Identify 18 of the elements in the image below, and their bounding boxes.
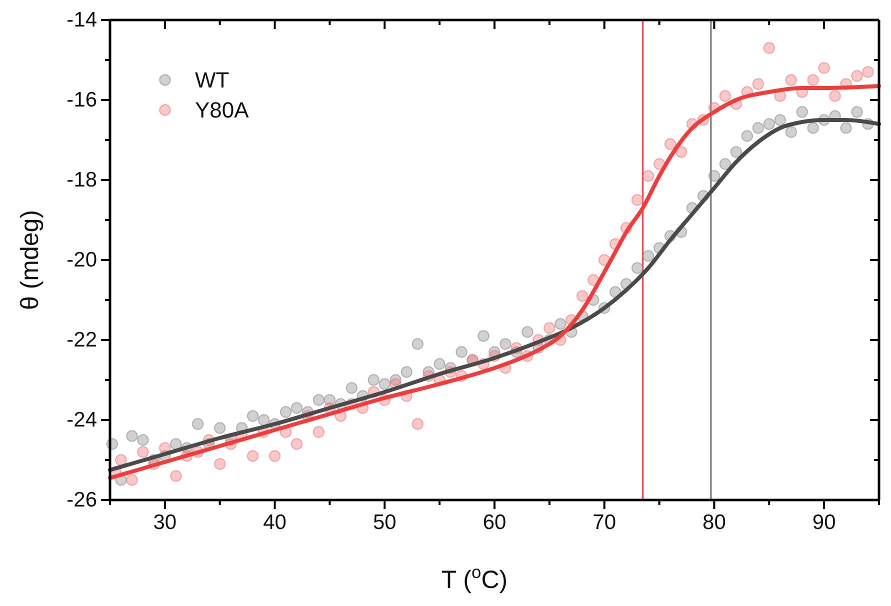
legend-label: WT	[195, 68, 230, 93]
x-axis-title: T ($^{o}$C)	[441, 562, 508, 594]
x-tick-label: 90	[812, 511, 836, 534]
x-tick-label: 70	[592, 511, 616, 534]
y-tick-label: -26	[66, 488, 97, 512]
y-tick-label: -18	[66, 168, 97, 192]
x-tick-label: 30	[153, 511, 177, 534]
x-tick-label: 50	[372, 511, 396, 534]
x-tick-label: 60	[482, 511, 506, 534]
y-tick-label: -14	[66, 8, 98, 32]
legend-label: Y80A	[195, 98, 250, 123]
x-tick-label: 80	[702, 511, 726, 534]
y-tick-label: -24	[66, 408, 98, 432]
y-tick-label: -16	[66, 88, 97, 112]
y-axis-title: θ (mdeg)	[16, 210, 44, 310]
x-tick-label: 40	[263, 511, 286, 534]
y-tick-label: -20	[66, 248, 97, 272]
y-tick-label: -22	[66, 328, 97, 352]
